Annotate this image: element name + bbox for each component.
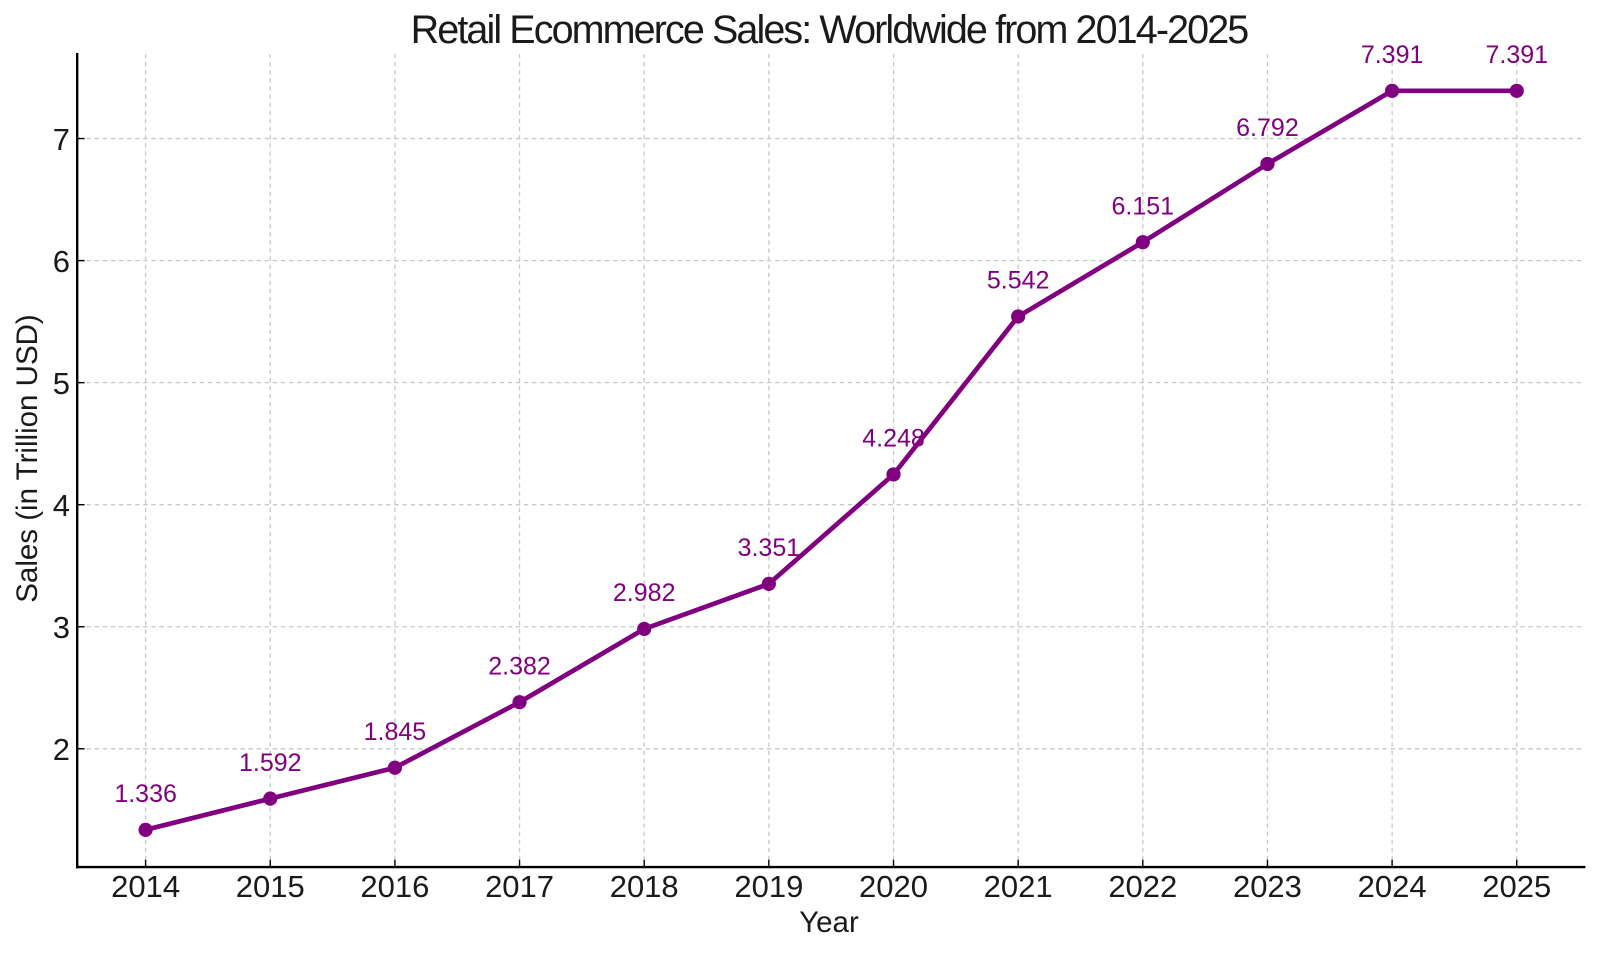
svg-text:5: 5 xyxy=(53,366,70,401)
svg-text:Year: Year xyxy=(799,906,859,939)
svg-text:2019: 2019 xyxy=(734,869,803,904)
svg-text:4: 4 xyxy=(53,488,70,523)
svg-text:1.336: 1.336 xyxy=(114,780,177,808)
svg-text:2025: 2025 xyxy=(1482,869,1551,904)
svg-text:2015: 2015 xyxy=(236,869,305,904)
svg-text:Sales (in Trillion USD): Sales (in Trillion USD) xyxy=(11,314,44,603)
svg-text:2: 2 xyxy=(53,732,70,767)
svg-text:2020: 2020 xyxy=(859,869,928,904)
svg-text:3.351: 3.351 xyxy=(738,534,801,562)
svg-text:2018: 2018 xyxy=(610,869,679,904)
svg-text:3: 3 xyxy=(53,610,70,645)
svg-text:1.845: 1.845 xyxy=(364,718,427,746)
svg-text:7: 7 xyxy=(53,122,70,157)
svg-text:7.391: 7.391 xyxy=(1361,41,1424,69)
svg-text:2014: 2014 xyxy=(111,869,180,904)
svg-text:6.151: 6.151 xyxy=(1112,192,1175,220)
svg-text:6.792: 6.792 xyxy=(1236,114,1299,142)
svg-text:4.248: 4.248 xyxy=(862,425,925,453)
svg-text:2.382: 2.382 xyxy=(488,652,551,680)
svg-text:2023: 2023 xyxy=(1233,869,1302,904)
svg-text:5.542: 5.542 xyxy=(987,267,1050,295)
svg-text:2022: 2022 xyxy=(1108,869,1177,904)
svg-text:1.592: 1.592 xyxy=(239,749,302,777)
svg-text:2.982: 2.982 xyxy=(613,579,676,607)
svg-text:2017: 2017 xyxy=(485,869,554,904)
svg-text:2024: 2024 xyxy=(1358,869,1427,904)
svg-text:2016: 2016 xyxy=(360,869,429,904)
svg-text:2021: 2021 xyxy=(984,869,1053,904)
svg-text:6: 6 xyxy=(53,244,70,279)
svg-text:7.391: 7.391 xyxy=(1485,41,1548,69)
svg-text:Retail Ecommerce Sales: Worldw: Retail Ecommerce Sales: Worldwide from 2… xyxy=(411,8,1249,52)
